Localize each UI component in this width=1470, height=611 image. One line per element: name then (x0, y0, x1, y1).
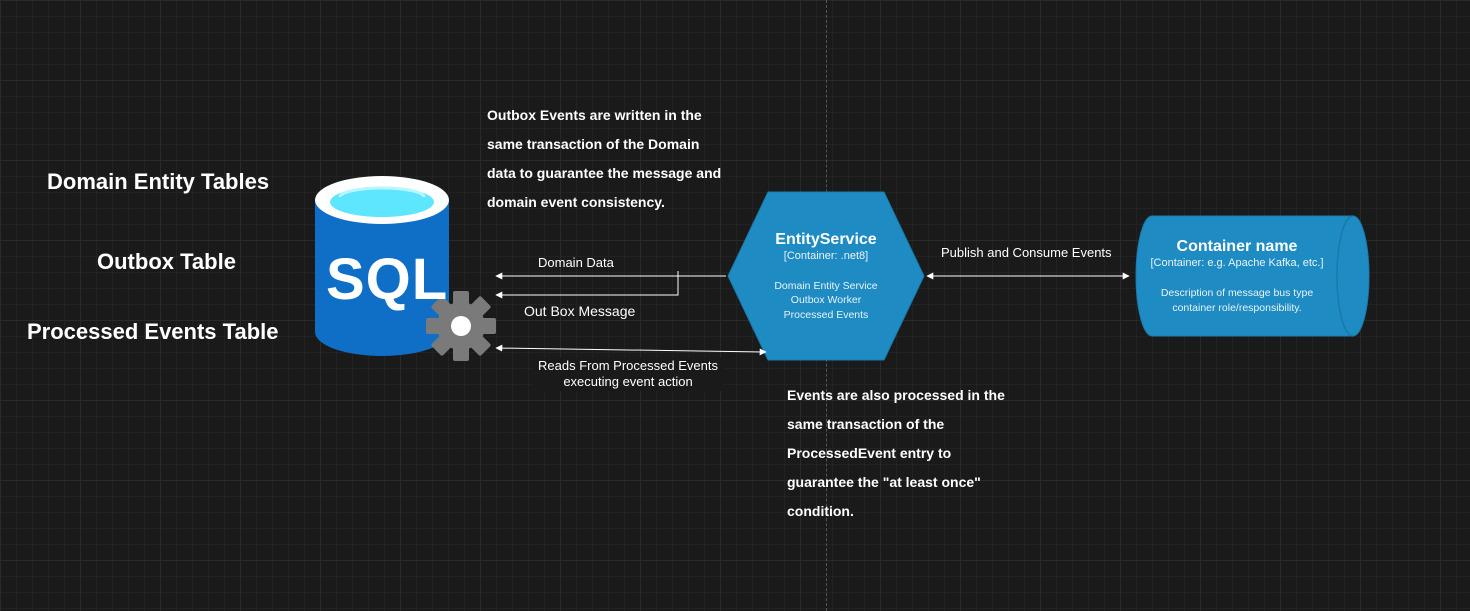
entity-service-title: EntityService (775, 231, 877, 248)
entity-service-desc-outbox: Outbox Worker (790, 294, 862, 306)
sql-database-icon[interactable] (315, 176, 449, 356)
entity-service-container: [Container: .net8] (783, 250, 869, 262)
entity-service-desc-processed: Processed Events (783, 309, 869, 321)
out-box-message-label: Out Box Message (524, 303, 636, 319)
message-bus-node[interactable] (1135, 215, 1370, 337)
out-box-message-arrow[interactable] (495, 271, 679, 299)
outbox-table-label: Outbox Table (97, 249, 236, 274)
gear-icon (426, 291, 496, 361)
publish-consume-label: Publish and Consume Events (941, 245, 1112, 260)
reads-processed-events-arrow[interactable] (495, 344, 767, 356)
entity-service-node[interactable] (727, 191, 925, 361)
processed-events-table-label: Processed Events Table (27, 319, 279, 344)
sql-label: SQL (326, 247, 449, 312)
domain-entity-tables-label: Domain Entity Tables (47, 169, 270, 194)
message-bus-container: [Container: e.g. Apache Kafka, etc.] (1150, 257, 1324, 269)
message-bus-description: Description of message bus type containe… (1160, 287, 1314, 314)
reads-processed-events-label: Reads From Processed Events executing ev… (532, 357, 724, 391)
message-bus-title: Container name (1176, 238, 1298, 255)
processed-transaction-note: Events are also processed in the same tr… (787, 387, 1005, 519)
outbox-transaction-note: Outbox Events are written in the same tr… (487, 107, 722, 210)
entity-service-desc-domain: Domain Entity Service (774, 280, 878, 292)
reads-label-line2: executing event action (563, 374, 693, 389)
domain-data-label: Domain Data (538, 255, 614, 270)
reads-label-line1: Reads From Processed Events (538, 358, 718, 373)
